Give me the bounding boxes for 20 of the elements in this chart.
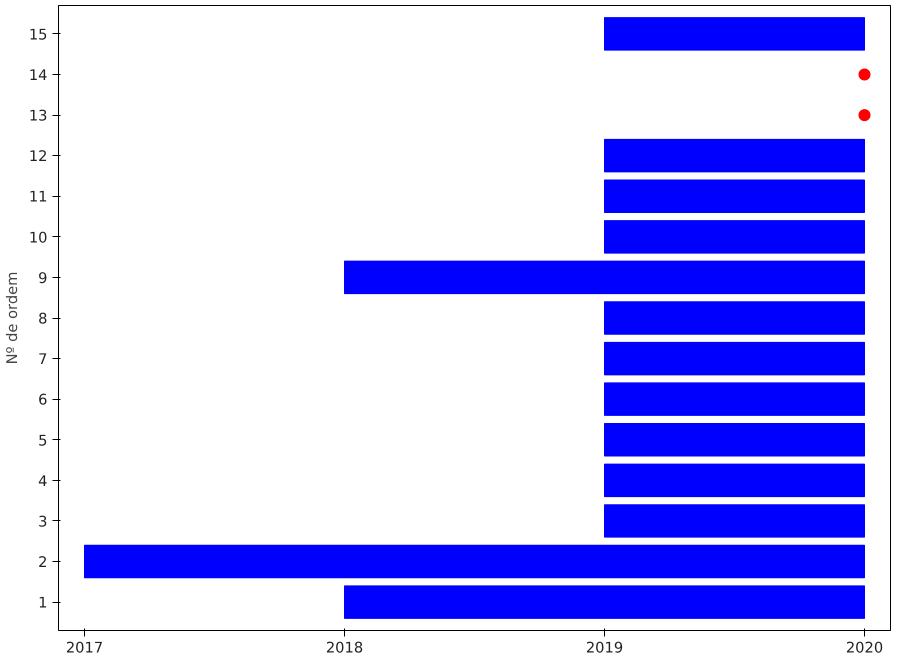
y-tick-label: 3 bbox=[38, 513, 48, 530]
x-tick-label: 2018 bbox=[326, 640, 364, 656]
y-tick-label: 5 bbox=[38, 432, 48, 450]
y-tick-label: 8 bbox=[38, 310, 48, 328]
x-tick-label: 2017 bbox=[66, 640, 104, 656]
y-tick-label: 14 bbox=[28, 66, 48, 84]
y-axis-title: Nº de ordem bbox=[4, 272, 21, 364]
y-tick-label: 2 bbox=[38, 554, 48, 572]
y-tick-label: 4 bbox=[38, 472, 48, 490]
y-tick-label: 7 bbox=[38, 351, 48, 368]
y-tick-label: 13 bbox=[28, 108, 48, 125]
x-tick-label: 2020 bbox=[846, 640, 884, 656]
y-tick-label: 1 bbox=[38, 594, 48, 612]
x-tick-label: 2019 bbox=[586, 640, 624, 656]
y-tick-label: 9 bbox=[38, 270, 48, 287]
y-tick-label: 6 bbox=[38, 392, 48, 409]
y-tick-label: 12 bbox=[28, 148, 48, 166]
y-tick-label: 10 bbox=[28, 229, 48, 246]
y-tick-label: 15 bbox=[28, 26, 48, 44]
y-tick-label: 11 bbox=[28, 188, 48, 206]
